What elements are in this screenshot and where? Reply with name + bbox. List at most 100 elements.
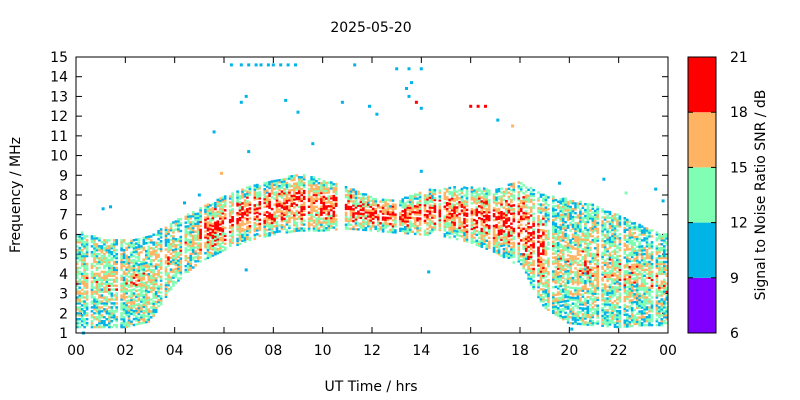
data-point [85,290,89,293]
data-point [315,191,318,195]
data-point [544,293,548,296]
data-point [184,264,188,268]
data-point [539,219,543,222]
data-point [500,205,503,208]
data-point [85,272,89,276]
data-point [596,255,599,258]
data-point [554,313,558,316]
data-point [310,182,313,185]
data-point [517,248,521,251]
data-point [122,260,126,264]
data-point [253,188,257,191]
data-point [455,202,459,205]
data-point [362,195,365,198]
data-point [135,315,138,318]
data-point [561,254,565,258]
data-point [596,298,599,301]
data-point [236,204,239,207]
data-point [327,197,331,200]
data-point [209,204,212,207]
data-point [561,197,565,201]
data-point [480,243,484,246]
data-point [522,259,525,262]
data-point [103,282,106,285]
data-point [238,203,242,206]
data-point [606,220,609,223]
data-point [475,239,479,242]
data-point [559,245,562,248]
data-point [482,193,486,196]
data-point [603,259,607,263]
data-point [248,211,252,214]
data-point [593,310,597,313]
data-point [108,318,111,321]
data-point [460,199,464,202]
data-point [532,228,535,231]
data-point [137,257,141,260]
data-point [307,213,311,216]
data-point [246,218,249,221]
data-point [500,213,503,216]
data-point [475,241,479,244]
data-point [480,214,484,217]
data-point [527,275,530,278]
data-point [214,235,217,238]
data-point [579,218,582,221]
data-point [399,229,402,232]
data-point [593,227,597,230]
data-point [169,227,173,230]
data-point [487,242,491,245]
data-point [108,245,111,248]
data-point [544,279,548,282]
data-point [302,201,306,205]
data-point [273,219,276,222]
data-point [186,264,190,268]
data-point [110,308,114,311]
data-point [458,201,461,204]
data-point [579,279,582,282]
data-point [556,275,560,278]
data-point [554,204,558,208]
data-point [186,256,190,260]
data-point [312,219,316,222]
data-point [80,254,84,258]
data-point [359,212,363,215]
data-point [103,325,106,329]
data-point [285,199,289,202]
data-point [172,270,175,273]
data-point [157,304,160,308]
data-point [463,235,466,239]
data-point [149,247,153,250]
data-point [601,324,604,327]
data-point [556,247,560,251]
data-point [431,226,434,229]
data-point [347,227,350,230]
data-point [164,291,168,295]
data-point [275,209,279,212]
data-point [130,322,133,325]
data-point [527,269,530,272]
data-point [152,292,155,296]
data-point [576,239,580,243]
data-point [280,202,284,205]
data-point [231,208,234,211]
data-point [246,204,249,207]
data-point [596,308,599,311]
data-point [502,192,506,196]
data-point [475,194,479,197]
data-point [453,203,456,207]
data-point [93,260,96,264]
data-point [556,303,560,306]
data-point [332,218,336,221]
data-point [78,318,81,321]
data-point [586,291,590,295]
data-point [221,208,225,211]
data-point [320,209,323,212]
data-point [108,314,111,317]
data-point [448,228,451,231]
data-point [90,280,94,283]
data-point [473,201,476,204]
data-point [159,230,163,233]
data-point [219,207,222,210]
data-point [465,202,469,206]
